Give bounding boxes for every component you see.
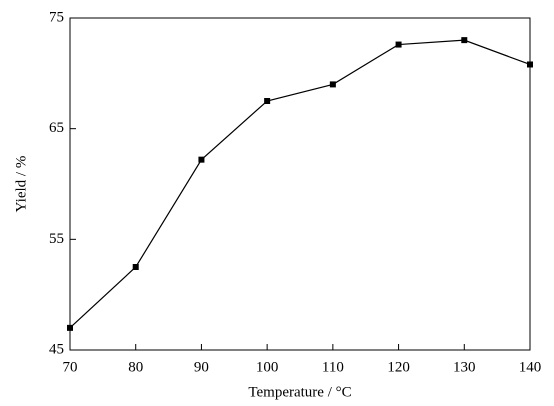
x-axis-label: Temperature / °C xyxy=(248,384,351,400)
plot-frame xyxy=(69,17,531,351)
x-tick-label: 140 xyxy=(519,359,542,375)
point-marker xyxy=(461,37,468,44)
y-tick-label: 45 xyxy=(49,341,64,357)
point-marker xyxy=(329,81,336,88)
x-tick-label: 90 xyxy=(194,359,209,375)
x-tick-label: 110 xyxy=(322,359,344,375)
point-marker xyxy=(198,156,205,163)
point-marker xyxy=(132,264,139,270)
y-tick-label: 65 xyxy=(49,120,64,136)
y-tick-label: 75 xyxy=(49,9,64,25)
y-axis-label: Yield / % xyxy=(13,156,29,213)
point-marker xyxy=(527,61,533,68)
x-tick-label: 130 xyxy=(453,359,476,375)
y-tick-label: 55 xyxy=(49,231,64,247)
series-line xyxy=(69,39,531,329)
point-marker xyxy=(264,98,271,104)
x-tick-label: 80 xyxy=(128,359,143,375)
x-tick-label: 120 xyxy=(387,359,410,375)
x-tick-label: 100 xyxy=(256,359,279,375)
x-tick-label: 70 xyxy=(63,359,78,375)
point-marker xyxy=(67,324,73,331)
point-marker xyxy=(395,41,402,48)
